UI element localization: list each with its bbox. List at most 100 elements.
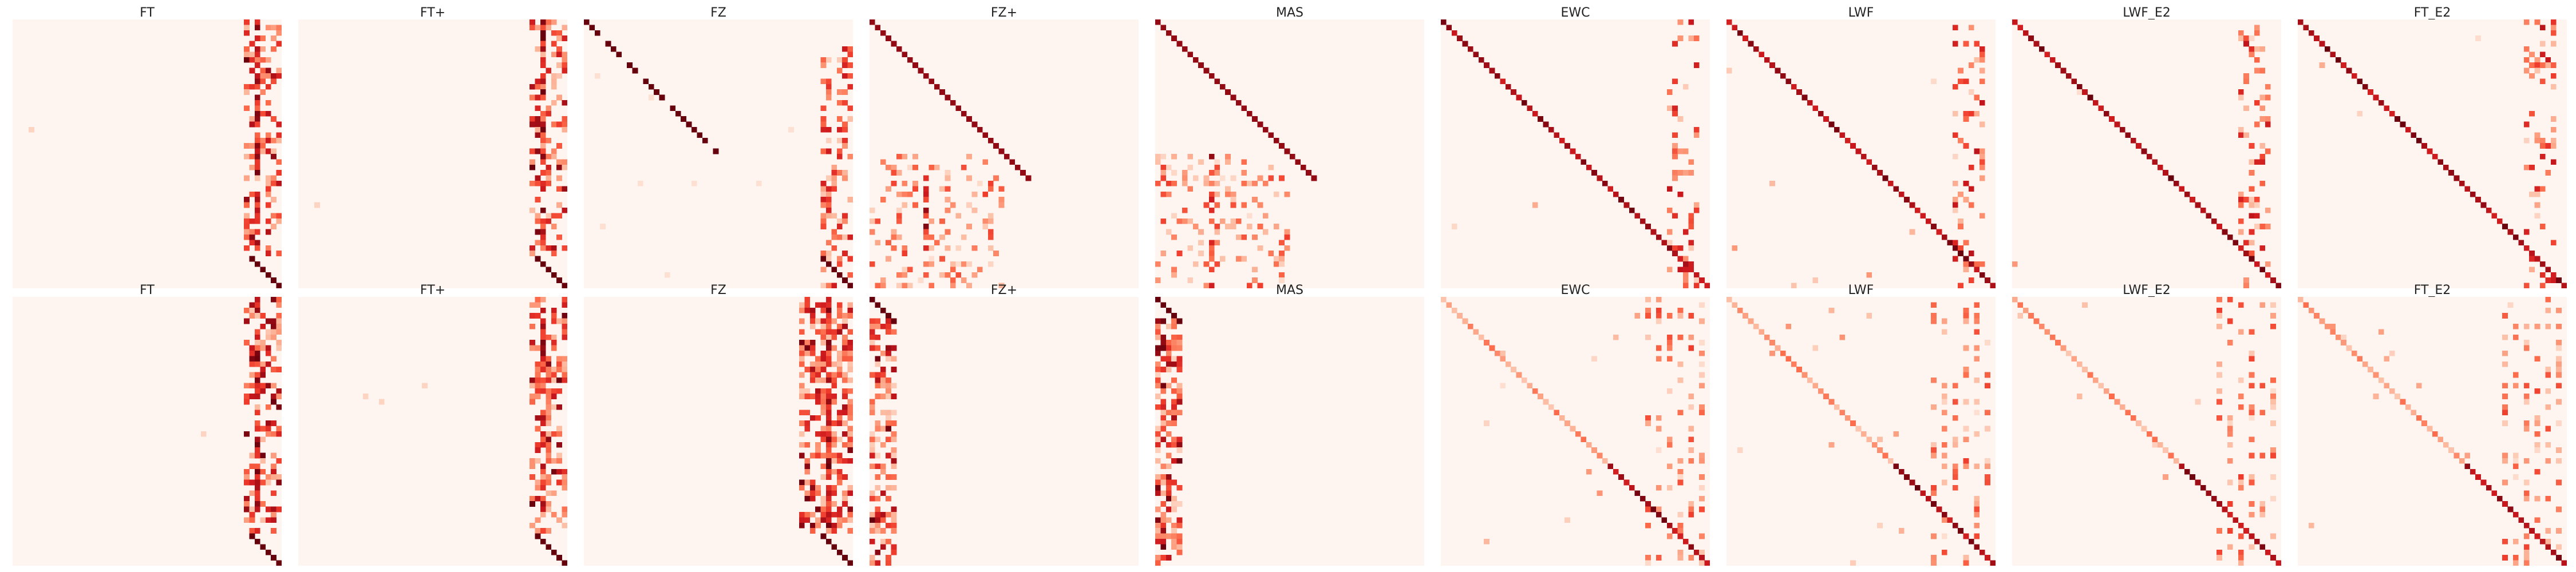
heatmap-cell [2448, 447, 2454, 453]
heatmap-cell [530, 181, 535, 186]
heatmap-cell [540, 463, 546, 470]
heatmap-cell [831, 186, 837, 192]
heatmap-cell [1160, 340, 1167, 345]
heatmap-cell [1209, 251, 1215, 256]
heatmap-cell [847, 367, 853, 372]
heatmap-cell [2341, 340, 2346, 345]
heatmap-cell [2432, 431, 2438, 437]
heatmap-cell [2502, 224, 2508, 229]
heatmap-cell [2523, 479, 2530, 486]
heatmap-cell [244, 202, 250, 208]
heatmap-cell [1155, 479, 1161, 486]
heatmap-cell [2534, 431, 2541, 437]
heatmap-cell [1931, 318, 1937, 324]
heatmap-cell [1893, 186, 1899, 192]
heatmap-cell [1666, 105, 1673, 112]
heatmap-cell [2227, 297, 2233, 303]
heatmap-cell [875, 383, 881, 389]
heatmap-cell [1155, 555, 1161, 561]
heatmap-cell [1165, 533, 1172, 539]
heatmap-cell [249, 154, 255, 160]
heatmap-cell [870, 372, 875, 378]
heatmap-cell [2238, 302, 2244, 308]
heatmap-cell [255, 213, 260, 219]
heatmap-cell [1160, 170, 1167, 176]
heatmap-cell [1877, 522, 1883, 529]
heatmap-cell [556, 121, 562, 128]
panel-title: MAS [1276, 6, 1303, 20]
heatmap-cell [2319, 62, 2325, 68]
heatmap-cell [831, 522, 837, 529]
heatmap-cell [923, 191, 929, 197]
heatmap-cell [836, 324, 843, 329]
heatmap-cell [1753, 324, 1759, 329]
heatmap-cell [244, 25, 250, 31]
heatmap-cell [1511, 367, 1516, 372]
heatmap-cell [1650, 229, 1657, 235]
heatmap-panel: EWC [1441, 283, 1710, 566]
heatmap-cell [2098, 105, 2104, 112]
heatmap-cell [2357, 356, 2363, 362]
heatmap-cell [1666, 245, 1673, 251]
heatmap-cell [2437, 159, 2444, 165]
heatmap-cell [886, 351, 891, 356]
heatmap-cell [1688, 436, 1694, 443]
heatmap-cell [1160, 334, 1167, 340]
panel-title: LWF [1848, 6, 1874, 20]
heatmap-cell [870, 490, 875, 496]
heatmap-cell [2421, 143, 2427, 149]
heatmap-cell [1629, 485, 1635, 491]
heatmap-cell [826, 399, 832, 405]
heatmap-cell [912, 202, 918, 208]
heatmap-cell [562, 329, 567, 335]
heatmap-cell [530, 251, 535, 256]
heatmap-cell [260, 383, 266, 389]
heatmap-cell [2491, 213, 2498, 219]
heatmap-cell [836, 235, 843, 240]
heatmap-cell [535, 388, 541, 394]
heatmap-cell [1171, 272, 1177, 278]
heatmap-grid [2012, 19, 2281, 288]
heatmap-cell [2534, 442, 2541, 448]
heatmap-cell [1165, 555, 1172, 561]
heatmap-cell [1769, 181, 1775, 186]
heatmap-cell [260, 544, 266, 550]
heatmap-cell [2464, 186, 2471, 192]
heatmap-cell [815, 361, 821, 367]
heatmap-cell [276, 318, 282, 324]
heatmap-cell [2254, 213, 2260, 219]
heatmap-cell [1666, 356, 1673, 362]
heatmap-cell [1898, 468, 1905, 475]
heatmap-cell [540, 420, 546, 426]
heatmap-cell [584, 19, 590, 25]
heatmap-cell [1990, 560, 1996, 566]
heatmap-cell [836, 512, 843, 518]
heatmap-cell [2238, 485, 2244, 491]
heatmap-cell [820, 334, 827, 340]
heatmap-cell [1160, 463, 1167, 470]
heatmap-cell [1160, 345, 1167, 351]
heatmap-cell [1952, 436, 1958, 443]
heatmap-cell [255, 78, 260, 85]
heatmap-cell [1683, 170, 1689, 176]
heatmap-cell [826, 256, 832, 262]
heatmap-cell [880, 324, 886, 329]
heatmap-cell [804, 426, 811, 432]
heatmap-cell [2416, 137, 2422, 144]
heatmap-cell [556, 175, 562, 181]
heatmap-cell [799, 340, 805, 345]
heatmap-cell [1182, 170, 1188, 176]
heatmap-cell [1898, 191, 1905, 197]
heatmap-cell [530, 245, 535, 251]
heatmap-cell [551, 154, 557, 160]
heatmap-cell [2529, 62, 2535, 68]
heatmap-cell [804, 367, 811, 372]
heatmap-cell [847, 490, 853, 496]
heatmap-cell [847, 361, 853, 367]
heatmap-cell [799, 420, 805, 426]
heatmap-cell [804, 340, 811, 345]
heatmap-cell [589, 25, 595, 31]
heatmap-cell [1683, 256, 1689, 262]
heatmap-cell [2265, 208, 2271, 213]
heatmap-cell [1165, 490, 1172, 496]
